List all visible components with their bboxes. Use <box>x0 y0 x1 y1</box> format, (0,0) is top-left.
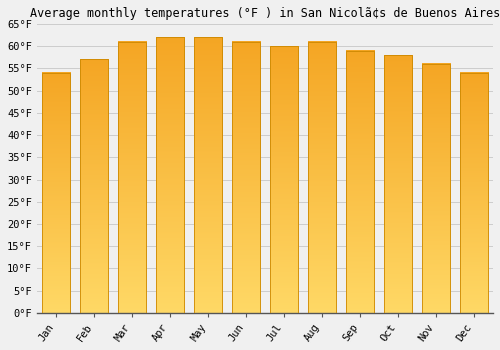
Bar <box>308 42 336 313</box>
Bar <box>422 64 450 313</box>
Title: Average monthly temperatures (°F ) in San Nicolã¢s de Buenos Aires: Average monthly temperatures (°F ) in Sa… <box>30 7 500 20</box>
Bar <box>118 42 146 313</box>
Bar <box>80 60 108 313</box>
Bar <box>460 73 488 313</box>
Bar <box>42 73 70 313</box>
Bar <box>232 42 260 313</box>
Bar <box>384 55 412 313</box>
Bar <box>194 37 222 313</box>
Bar <box>270 46 298 313</box>
Bar <box>156 37 184 313</box>
Bar <box>346 50 374 313</box>
